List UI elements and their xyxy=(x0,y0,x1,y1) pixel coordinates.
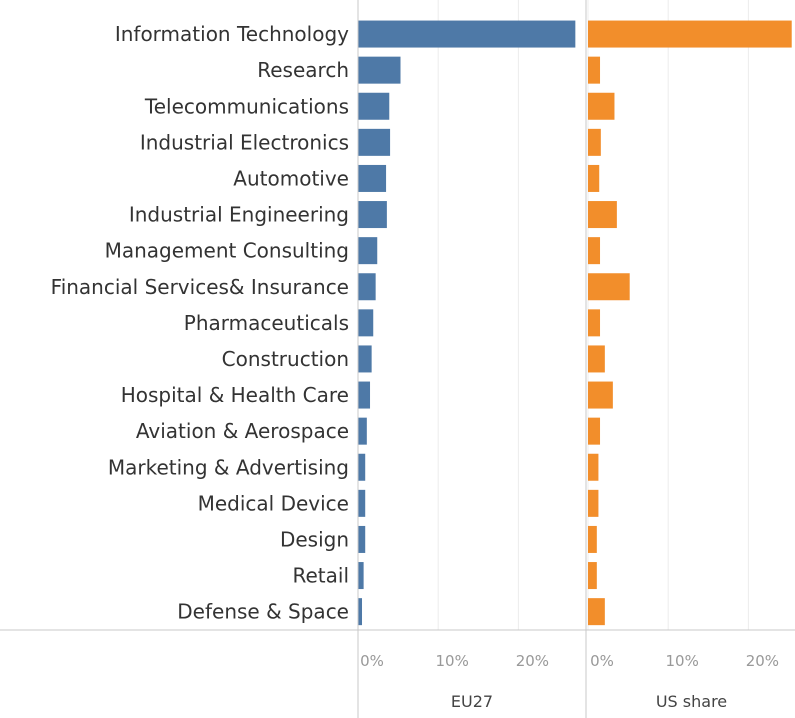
category-label: Construction xyxy=(222,347,349,371)
bar-eu27-7 xyxy=(358,273,376,301)
category-label: Research xyxy=(257,58,349,82)
bar-us-share-3 xyxy=(588,128,601,156)
category-label: Automotive xyxy=(233,166,349,190)
bar-us-share-14 xyxy=(588,525,597,553)
bar-us-share-7 xyxy=(588,273,630,301)
bar-us-share-16 xyxy=(588,598,605,626)
bar-eu27-0 xyxy=(358,20,576,48)
bars xyxy=(358,20,792,626)
category-label: Industrial Engineering xyxy=(129,203,349,227)
bar-eu27-13 xyxy=(358,489,366,517)
category-labels: Information Technology Research Telecommun… xyxy=(51,22,350,624)
grid-lines xyxy=(357,0,749,630)
category-label: Marketing & Advertising xyxy=(108,455,349,479)
bar-eu27-9 xyxy=(358,345,372,373)
tick-label: 20% xyxy=(746,652,779,670)
bar-eu27-2 xyxy=(358,92,390,120)
bar-eu27-4 xyxy=(358,164,387,192)
category-label: Telecommunications xyxy=(144,94,349,118)
bar-us-share-13 xyxy=(588,489,599,517)
bar-eu27-16 xyxy=(358,598,363,626)
bar-eu27-14 xyxy=(358,525,366,553)
bar-us-share-15 xyxy=(588,562,597,590)
category-label: Medical Device xyxy=(198,491,349,515)
bar-us-share-11 xyxy=(588,417,601,445)
bar-us-share-1 xyxy=(588,56,601,84)
bar-us-share-12 xyxy=(588,453,599,481)
category-label: Design xyxy=(280,527,349,551)
tick-label: 20% xyxy=(516,652,549,670)
bar-eu27-11 xyxy=(358,417,367,445)
category-label: Management Consulting xyxy=(105,239,349,263)
panel-label-us-share: US share xyxy=(656,692,727,711)
tick-label: 10% xyxy=(436,652,469,670)
category-label: Financial Services& Insurance xyxy=(51,275,349,299)
bar-eu27-10 xyxy=(358,381,371,409)
category-label: Industrial Electronics xyxy=(140,130,349,154)
bar-us-share-4 xyxy=(588,164,600,192)
category-label: Pharmaceuticals xyxy=(184,311,349,335)
tick-label: 10% xyxy=(666,652,699,670)
bar-us-share-8 xyxy=(588,309,601,337)
bar-us-share-2 xyxy=(588,92,615,120)
bar-eu27-5 xyxy=(358,201,387,229)
bar-eu27-1 xyxy=(358,56,401,84)
bar-us-share-9 xyxy=(588,345,605,373)
tick-label: 0% xyxy=(590,652,614,670)
bar-us-share-10 xyxy=(588,381,613,409)
bar-eu27-12 xyxy=(358,453,366,481)
bar-us-share-6 xyxy=(588,237,601,265)
bar-eu27-8 xyxy=(358,309,374,337)
bar-eu27-6 xyxy=(358,237,378,265)
bar-eu27-15 xyxy=(358,562,364,590)
bar-eu27-3 xyxy=(358,128,391,156)
category-label: Hospital & Health Care xyxy=(121,383,349,407)
category-label: Retail xyxy=(292,564,349,588)
bar-us-share-0 xyxy=(588,20,792,48)
category-label: Information Technology xyxy=(115,22,349,46)
panel-label-eu27: EU27 xyxy=(451,692,493,711)
tick-label: 0% xyxy=(360,652,384,670)
category-label: Aviation & Aerospace xyxy=(136,419,349,443)
bar-us-share-5 xyxy=(588,201,617,229)
category-label: Defense & Space xyxy=(177,600,349,624)
